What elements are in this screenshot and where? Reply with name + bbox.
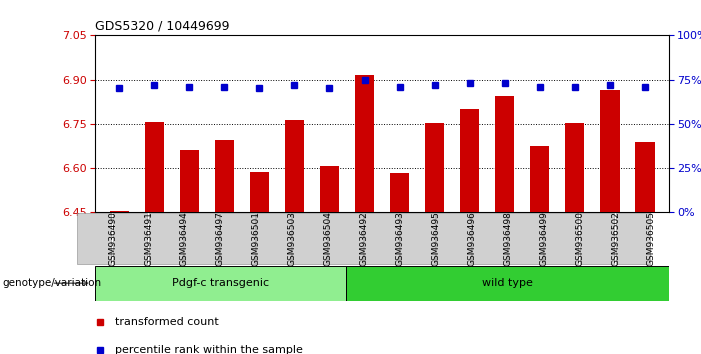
FancyBboxPatch shape bbox=[400, 213, 435, 264]
Text: GSM936500: GSM936500 bbox=[575, 211, 584, 267]
Text: GSM936499: GSM936499 bbox=[539, 211, 548, 267]
Bar bbox=[495, 96, 515, 212]
Text: percentile rank within the sample: percentile rank within the sample bbox=[115, 346, 303, 354]
Bar bbox=[285, 120, 304, 212]
Bar bbox=[530, 146, 550, 212]
Bar bbox=[635, 143, 655, 212]
Text: GSM936498: GSM936498 bbox=[503, 211, 512, 267]
Bar bbox=[215, 139, 234, 212]
Text: GSM936493: GSM936493 bbox=[395, 211, 404, 267]
Text: Pdgf-c transgenic: Pdgf-c transgenic bbox=[172, 278, 269, 288]
FancyBboxPatch shape bbox=[220, 213, 255, 264]
FancyBboxPatch shape bbox=[328, 213, 363, 264]
Bar bbox=[109, 211, 129, 212]
FancyBboxPatch shape bbox=[292, 213, 327, 264]
Bar bbox=[144, 122, 164, 212]
Bar bbox=[179, 150, 199, 212]
Bar bbox=[250, 172, 269, 212]
Text: GSM936492: GSM936492 bbox=[360, 212, 369, 266]
Bar bbox=[355, 75, 374, 212]
FancyBboxPatch shape bbox=[257, 213, 291, 264]
Text: GSM936496: GSM936496 bbox=[468, 211, 477, 267]
FancyBboxPatch shape bbox=[508, 213, 543, 264]
Bar bbox=[425, 123, 444, 212]
Bar bbox=[460, 109, 479, 212]
Text: GSM936505: GSM936505 bbox=[647, 211, 656, 267]
FancyBboxPatch shape bbox=[472, 213, 507, 264]
Text: GDS5320 / 10449699: GDS5320 / 10449699 bbox=[95, 20, 229, 33]
FancyBboxPatch shape bbox=[76, 213, 111, 264]
Bar bbox=[320, 166, 339, 212]
FancyBboxPatch shape bbox=[184, 213, 219, 264]
Text: genotype/variation: genotype/variation bbox=[2, 278, 101, 288]
Text: GSM936502: GSM936502 bbox=[611, 211, 620, 267]
Text: GSM936490: GSM936490 bbox=[108, 211, 117, 267]
FancyBboxPatch shape bbox=[149, 213, 183, 264]
FancyBboxPatch shape bbox=[113, 213, 147, 264]
Text: GSM936501: GSM936501 bbox=[252, 211, 261, 267]
Text: wild type: wild type bbox=[482, 278, 533, 288]
Text: transformed count: transformed count bbox=[115, 317, 219, 327]
Text: GSM936503: GSM936503 bbox=[287, 211, 297, 267]
FancyBboxPatch shape bbox=[346, 266, 669, 301]
Text: GSM936497: GSM936497 bbox=[216, 211, 225, 267]
Bar bbox=[600, 90, 620, 212]
Bar bbox=[390, 173, 409, 212]
FancyBboxPatch shape bbox=[364, 213, 399, 264]
FancyBboxPatch shape bbox=[436, 213, 470, 264]
Text: GSM936495: GSM936495 bbox=[431, 211, 440, 267]
Text: GSM936504: GSM936504 bbox=[324, 211, 333, 267]
FancyBboxPatch shape bbox=[615, 213, 651, 264]
Bar bbox=[565, 123, 585, 212]
FancyBboxPatch shape bbox=[95, 266, 346, 301]
FancyBboxPatch shape bbox=[544, 213, 578, 264]
FancyBboxPatch shape bbox=[580, 213, 614, 264]
Text: GSM936494: GSM936494 bbox=[180, 212, 189, 266]
Text: GSM936491: GSM936491 bbox=[144, 211, 153, 267]
